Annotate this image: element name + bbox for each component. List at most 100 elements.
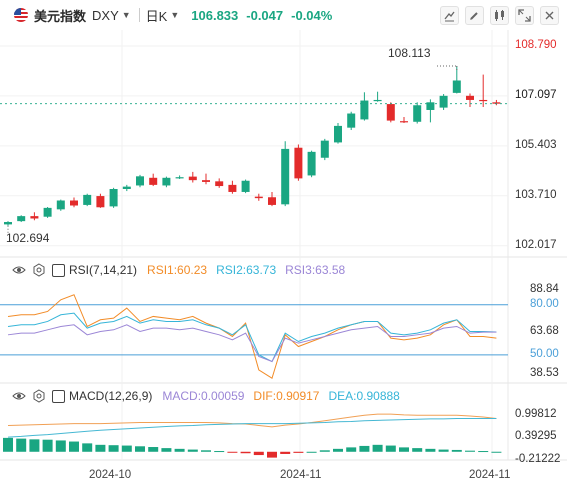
crosshair-icon[interactable] [440, 6, 459, 25]
price-axis-label: 108.790 [515, 38, 557, 51]
rsi-legend: RSI(7,14,21) RSI1:60.23 RSI2:63.73 RSI3:… [12, 261, 354, 279]
x-axis-label: 2024-11 [280, 469, 322, 481]
macd-histogram-bar [121, 445, 132, 452]
high-annotation: 108.113 [388, 46, 431, 60]
candle-body [162, 177, 171, 186]
candle-body [334, 125, 342, 143]
candle-body [70, 200, 78, 206]
eye-icon[interactable] [12, 263, 26, 277]
rsi2-value: RSI2:63.73 [216, 263, 277, 277]
candle-body [43, 207, 52, 217]
candle-body [96, 196, 105, 208]
macd-histogram-bar [478, 451, 489, 453]
candle-body [254, 196, 263, 199]
candle-body [320, 140, 329, 158]
gear-icon[interactable] [32, 263, 46, 277]
candle-body [439, 95, 448, 108]
close-icon[interactable] [540, 6, 559, 25]
macd-histogram-bar [16, 438, 27, 452]
candle-body [452, 80, 461, 93]
settings-box-icon[interactable] [52, 389, 65, 403]
eye-icon[interactable] [12, 389, 26, 403]
rsi-axis-label: 63.68 [530, 325, 559, 337]
candle-body [268, 197, 276, 205]
candle-body [307, 151, 316, 176]
macd-histogram-bar [95, 444, 106, 452]
rsi-series-line-1 [7, 294, 497, 379]
candle-body [373, 99, 382, 102]
rsi-axis-label: 50.00 [530, 347, 559, 360]
draw-icon[interactable] [465, 6, 484, 25]
candle-body [83, 194, 92, 205]
macd-histogram-bar [465, 450, 475, 452]
symbol-name[interactable]: 美元指数 [34, 8, 87, 24]
macd-histogram-bar [3, 437, 13, 452]
symbol-code[interactable]: DXY [92, 7, 119, 23]
candle-body [175, 177, 184, 179]
candle-body [149, 177, 158, 185]
macd-histogram-bar [148, 447, 159, 452]
macd-histogram-bar [42, 439, 53, 452]
compare-icon[interactable] [490, 6, 509, 25]
candle-body [466, 95, 474, 100]
macd-histogram-bar [451, 449, 462, 452]
chevron-down-icon[interactable]: ▼ [121, 10, 131, 20]
macd-histogram-bar [253, 451, 264, 456]
rsi-axis-label: 38.53 [530, 367, 559, 379]
rsi-series-line-3 [7, 324, 497, 363]
macd-histogram-bar [201, 450, 211, 452]
rsi-axis-label: 88.84 [530, 283, 559, 295]
macd-histogram-bar [135, 446, 145, 452]
price-axis-label: 105.403 [515, 138, 557, 151]
expand-icon[interactable] [515, 6, 534, 25]
timeframe-chevron-icon[interactable]: ▼ [170, 10, 180, 20]
macd-histogram-bar [306, 451, 317, 453]
divider [138, 8, 140, 22]
macd-histogram-bar [174, 448, 185, 452]
low-annotation: 102.694 [6, 231, 50, 245]
candle-body [17, 216, 26, 222]
candle-body [56, 200, 65, 210]
candle-body [136, 176, 144, 186]
x-axis-label: 2024-10 [89, 469, 132, 481]
price-change: -0.047 [246, 7, 284, 23]
macd-histogram-bar [69, 441, 79, 452]
candle-body [241, 180, 250, 192]
candle-body [122, 186, 131, 189]
rsi-label[interactable]: RSI(7,14,21) [69, 263, 138, 277]
candle-body [426, 102, 435, 110]
x-axis-label: 2024-11 [469, 469, 511, 481]
macd-histogram-bar [346, 447, 357, 452]
timeframe-selector[interactable]: 日K [145, 8, 168, 24]
macd-histogram-bar [227, 451, 238, 453]
macd-histogram-bar [82, 443, 93, 452]
candle-body [215, 181, 224, 187]
macd-label[interactable]: MACD(12,26,9) [69, 389, 153, 403]
macd-histogram-bar [29, 439, 40, 452]
macd-value: MACD:0.00059 [162, 389, 245, 403]
rsi3-value: RSI3:63.58 [285, 263, 346, 277]
dea-value: DEA:0.90888 [328, 389, 400, 403]
candle-body [413, 105, 422, 122]
macd-histogram-bar [214, 451, 225, 453]
settings-box-icon[interactable] [52, 263, 65, 277]
macd-histogram-bar [333, 448, 343, 452]
candle-body [386, 104, 395, 121]
candle-body [360, 100, 369, 120]
candle-body [347, 113, 356, 128]
macd-histogram-bar [161, 448, 172, 452]
macd-histogram-bar [385, 445, 396, 452]
gear-icon[interactable] [32, 389, 46, 403]
candle-body [281, 148, 290, 205]
price-axis-label: 107.097 [515, 88, 557, 101]
price-axis-label: 102.017 [515, 238, 557, 251]
us-flag-icon [14, 8, 28, 22]
dif-value: DIF:0.90917 [253, 389, 320, 403]
macd-legend: MACD(12,26,9) MACD:0.00059 DIF:0.90917 D… [12, 387, 409, 405]
macd-histogram-bar [293, 451, 304, 453]
macd-histogram-bar [267, 451, 277, 458]
rsi-series-line-2 [7, 312, 497, 363]
candle-body [109, 189, 118, 207]
macd-axis-label: -0.21222 [515, 452, 561, 465]
